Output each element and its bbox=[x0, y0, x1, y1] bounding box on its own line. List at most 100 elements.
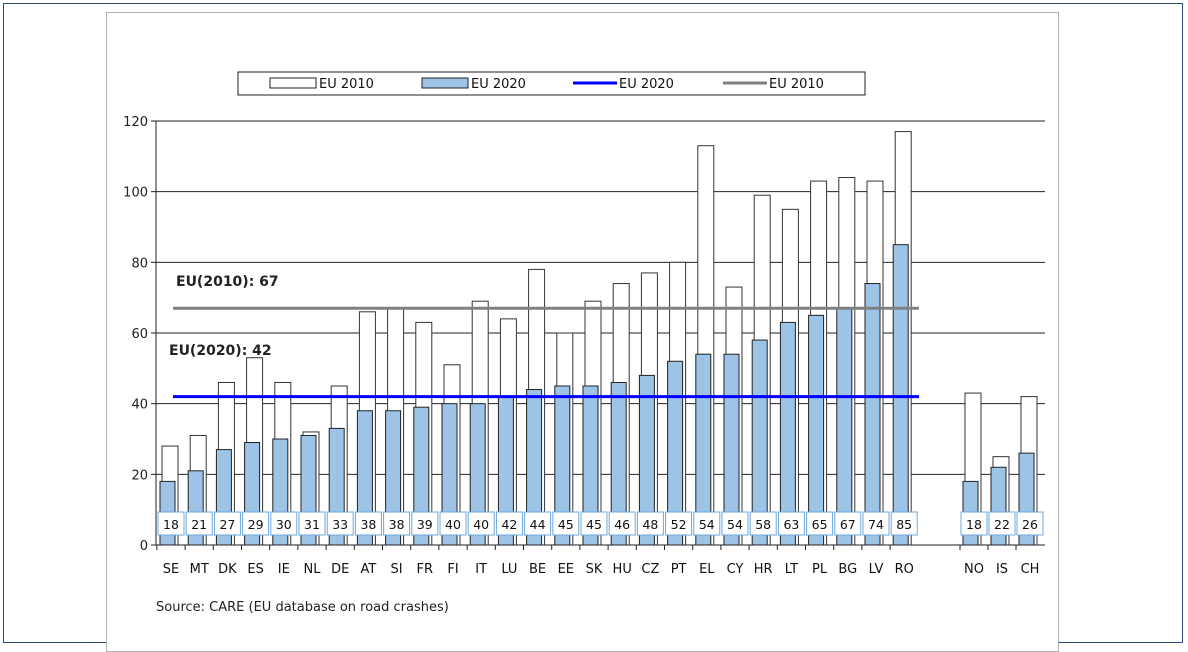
data-label-box-NO bbox=[960, 511, 988, 536]
x-axis: SE MT DK ES IE NL DE AT SI FR FI IT LU BE EE SK HU CZ PT EL… bbox=[156, 544, 1045, 577]
data-label-box-PL bbox=[806, 511, 834, 536]
x-tick-label-IS: IS bbox=[996, 562, 1008, 577]
data-label-box-SK bbox=[580, 511, 608, 536]
data-label-box-RO bbox=[890, 511, 918, 536]
data-label-IS: 22 bbox=[994, 517, 1010, 532]
data-label-box-DE bbox=[326, 511, 354, 536]
data-label-HU: 46 bbox=[614, 517, 630, 532]
bar-eu2020-LV bbox=[864, 283, 881, 546]
data-label-DK: 27 bbox=[219, 517, 235, 532]
data-label-NL: 31 bbox=[304, 517, 320, 532]
x-tick-label-DK: DK bbox=[218, 562, 237, 577]
data-label-box-DK bbox=[213, 511, 241, 536]
data-label-box-AT bbox=[354, 511, 382, 536]
x-tick-label-EE: EE bbox=[558, 562, 574, 577]
data-label-box-BE bbox=[524, 511, 552, 536]
data-label-box-EE bbox=[552, 511, 580, 536]
x-tick-label-SI: SI bbox=[391, 562, 403, 577]
x-tick-label-HR: HR bbox=[754, 562, 773, 577]
data-label-CY: 54 bbox=[727, 517, 743, 532]
data-label-box-BG bbox=[834, 511, 862, 536]
y-tick-label-20: 20 bbox=[131, 468, 148, 483]
data-label-box-CZ bbox=[636, 511, 664, 536]
x-tick-label-PT: PT bbox=[671, 562, 687, 577]
reference-lines bbox=[173, 306, 919, 399]
y-tick-label-80: 80 bbox=[131, 256, 148, 271]
x-tick-label-IT: IT bbox=[475, 562, 487, 577]
data-label-DE: 33 bbox=[332, 517, 348, 532]
data-label-LV: 74 bbox=[868, 517, 884, 532]
data-label-box-LT bbox=[777, 511, 805, 536]
data-label-box-ES bbox=[242, 511, 270, 536]
legend-label-eu2010-line: EU 2010 bbox=[769, 77, 824, 92]
data-label-IE: 30 bbox=[276, 517, 292, 532]
data-label-RO: 85 bbox=[896, 517, 912, 532]
data-label-box-IE bbox=[270, 511, 298, 536]
data-label-BE: 44 bbox=[530, 517, 546, 532]
x-tick-label-BG: BG bbox=[838, 562, 857, 577]
y-tick-label-120: 120 bbox=[123, 115, 148, 130]
x-tick-label-PL: PL bbox=[812, 562, 828, 577]
y-tick-label-0: 0 bbox=[140, 539, 148, 554]
source-note: Source: CARE (EU database on road crashe… bbox=[156, 600, 449, 615]
annotation-eu2010: EU(2010): 67 bbox=[176, 274, 279, 290]
x-tick-label-FR: FR bbox=[417, 562, 434, 577]
x-tick-label-NO: NO bbox=[964, 562, 984, 577]
x-tick-label-CY: CY bbox=[727, 562, 744, 577]
data-label-FR: 39 bbox=[417, 517, 433, 532]
data-label-SK: 45 bbox=[586, 517, 602, 532]
data-label-LT: 63 bbox=[783, 517, 799, 532]
data-label-SE: 18 bbox=[163, 517, 179, 532]
data-label-box-HR bbox=[749, 511, 777, 536]
data-label-box-HU bbox=[608, 511, 636, 536]
data-label-NO: 18 bbox=[966, 517, 982, 532]
x-tick-label-AT: AT bbox=[360, 562, 376, 577]
data-label-EE: 45 bbox=[558, 517, 574, 532]
data-label-box-CH bbox=[1016, 511, 1044, 536]
data-label-AT: 38 bbox=[360, 517, 376, 532]
data-label-FI: 40 bbox=[445, 517, 461, 532]
legend: EU 2010 EU 2020 EU 2020 EU 2010 bbox=[237, 71, 866, 96]
data-label-ES: 29 bbox=[248, 517, 264, 532]
data-label-box-MT bbox=[185, 511, 213, 536]
x-tick-label-LV: LV bbox=[869, 562, 884, 577]
x-tick-label-RO: RO bbox=[895, 562, 914, 577]
legend-label-eu2020-line: EU 2020 bbox=[619, 77, 674, 92]
annotation-eu2020: EU(2020): 42 bbox=[169, 343, 272, 359]
x-tick-label-LU: LU bbox=[501, 562, 517, 577]
data-label-box-IS bbox=[988, 511, 1016, 536]
legend-label-eu2020-bar: EU 2020 bbox=[471, 77, 526, 92]
x-tick-label-EL: EL bbox=[699, 562, 715, 577]
x-tick-label-FI: FI bbox=[447, 562, 458, 577]
bar-eu2020-PL bbox=[808, 314, 825, 546]
bar-eu2020-RO bbox=[892, 244, 909, 546]
data-label-CH: 26 bbox=[1022, 517, 1038, 532]
x-tick-label-DE: DE bbox=[331, 562, 349, 577]
x-tick-label-SK: SK bbox=[586, 562, 603, 577]
data-label-IT: 40 bbox=[473, 517, 489, 532]
chart-area: 0 20 40 60 80 100 120 18 21 27 29 30 31 33 38 38 39 40 40… bbox=[106, 12, 1059, 652]
data-label-box-EL bbox=[693, 511, 721, 536]
data-label-box-IT bbox=[467, 511, 495, 536]
y-tick-label-100: 100 bbox=[123, 186, 148, 201]
data-label-box-SE bbox=[157, 511, 185, 536]
data-label-box-LV bbox=[862, 511, 890, 536]
bar-eu2020-BG bbox=[836, 307, 853, 546]
data-label-box-NL bbox=[298, 511, 326, 536]
legend-swatch-eu2020-bar bbox=[421, 77, 469, 89]
bar-chart: 0 20 40 60 80 100 120 18 21 27 29 30 31 33 38 38 39 40 40… bbox=[123, 71, 1045, 615]
y-axis: 0 20 40 60 80 100 120 bbox=[123, 115, 157, 554]
data-label-EL: 54 bbox=[699, 517, 715, 532]
y-tick-label-40: 40 bbox=[131, 398, 148, 413]
x-tick-label-CH: CH bbox=[1021, 562, 1040, 577]
data-label-box-SI bbox=[383, 511, 411, 536]
x-tick-label-HU: HU bbox=[613, 562, 632, 577]
x-tick-label-IE: IE bbox=[278, 562, 290, 577]
data-label-SI: 38 bbox=[389, 517, 405, 532]
data-label-MT: 21 bbox=[191, 517, 207, 532]
data-label-PT: 52 bbox=[671, 517, 687, 532]
data-label-LU: 42 bbox=[501, 517, 517, 532]
data-label-PL: 65 bbox=[812, 517, 828, 532]
data-label-BG: 67 bbox=[840, 517, 856, 532]
x-tick-label-MT: MT bbox=[190, 562, 209, 577]
